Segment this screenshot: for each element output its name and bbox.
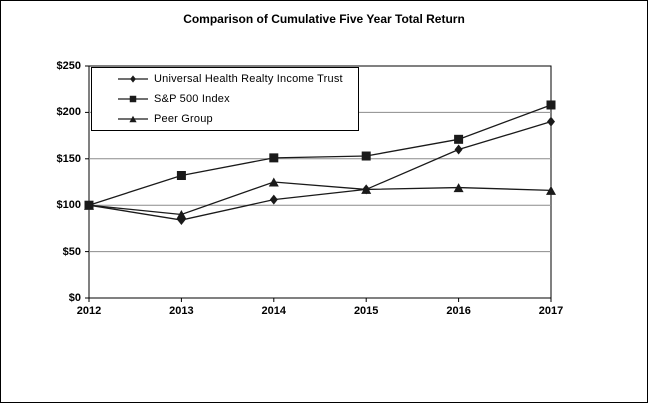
chart-title: Comparison of Cumulative Five Year Total… bbox=[183, 12, 465, 26]
triangle-marker bbox=[268, 177, 279, 187]
diamond-marker bbox=[454, 144, 463, 155]
legend-item: Universal Health Realty Income Trust bbox=[118, 70, 358, 88]
square-marker bbox=[176, 171, 186, 181]
triangle-marker bbox=[129, 115, 137, 123]
diamond-marker bbox=[130, 75, 136, 83]
series-line-2 bbox=[88, 181, 552, 216]
series-line-1 bbox=[88, 104, 552, 206]
x-tick-label: 2012 bbox=[76, 305, 102, 317]
legend-triangle-sample bbox=[118, 115, 148, 123]
legend-item: S&P 500 Index bbox=[118, 90, 358, 108]
diamond-marker bbox=[177, 215, 186, 226]
square-marker bbox=[454, 134, 464, 144]
y-tick-label: $50 bbox=[62, 245, 81, 258]
diamond-marker bbox=[269, 194, 278, 205]
square-marker bbox=[361, 151, 371, 161]
legend-square-sample bbox=[118, 95, 148, 103]
legend-label: Peer Group bbox=[154, 113, 213, 125]
x-tick-label: 2017 bbox=[538, 305, 564, 317]
triangle-marker bbox=[176, 209, 187, 219]
square-marker bbox=[546, 100, 556, 110]
y-tick-label: $100 bbox=[56, 199, 81, 212]
y-tick-label: $0 bbox=[68, 292, 81, 304]
x-tick-label: 2014 bbox=[261, 305, 287, 317]
x-tick-label: 2016 bbox=[446, 305, 471, 317]
legend-label: S&P 500 Index bbox=[154, 93, 230, 105]
chart-legend: Universal Health Realty Income Trust S&P … bbox=[91, 67, 359, 131]
diamond-marker bbox=[547, 116, 555, 127]
diamond-marker bbox=[362, 184, 371, 195]
diamond-marker bbox=[85, 200, 93, 211]
triangle-marker bbox=[546, 185, 556, 195]
square-marker bbox=[129, 95, 137, 103]
x-tick-label: 2013 bbox=[169, 305, 194, 317]
series-line-0 bbox=[88, 121, 552, 221]
square-marker bbox=[269, 153, 279, 163]
x-tick-label: 2015 bbox=[353, 305, 379, 317]
y-tick-label: $200 bbox=[56, 106, 81, 119]
y-tick-label: $150 bbox=[56, 152, 81, 165]
legend-item: Peer Group bbox=[118, 110, 358, 128]
legend-diamond-sample bbox=[118, 75, 148, 83]
legend-label: Universal Health Realty Income Trust bbox=[154, 73, 343, 85]
y-tick-label: $250 bbox=[56, 60, 81, 72]
triangle-marker bbox=[453, 183, 464, 193]
